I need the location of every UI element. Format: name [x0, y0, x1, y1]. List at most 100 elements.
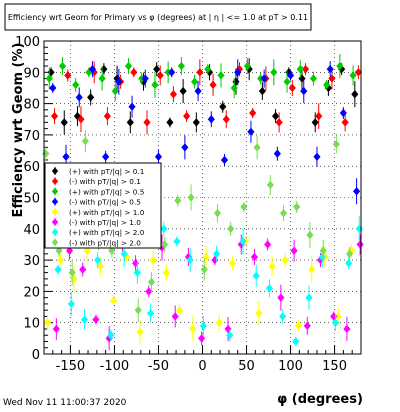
- data-point: [255, 309, 263, 318]
- data-point: [198, 334, 206, 343]
- legend-entry: (-) with pT/|q| > 0.5: [69, 198, 141, 207]
- data-point: [192, 118, 200, 127]
- data-point: [111, 86, 119, 96]
- data-point: [265, 284, 273, 293]
- data-point: [215, 318, 223, 327]
- data-point: [87, 93, 95, 102]
- data-point: [145, 287, 153, 296]
- data-point: [109, 296, 118, 305]
- y-axis-label: Efficiency wrt Geom (%): [11, 43, 26, 218]
- data-series: [42, 54, 364, 351]
- legend-entry: (-) with pT/|q| > 2.0: [69, 238, 141, 247]
- data-point: [161, 240, 169, 249]
- data-point: [81, 136, 89, 146]
- y-tick-label: 90: [23, 66, 40, 81]
- data-point: [209, 80, 217, 90]
- data-point: [226, 331, 234, 340]
- chart-title: Efficiency wrt Geom for Primary vs φ (de…: [8, 13, 308, 22]
- data-point: [220, 155, 229, 165]
- data-point: [103, 111, 111, 121]
- series-2: [45, 54, 357, 102]
- data-point: [252, 271, 260, 280]
- data-point: [222, 115, 230, 124]
- x-axis-label: φ (degrees): [277, 392, 363, 407]
- data-point: [72, 80, 80, 90]
- data-point: [306, 230, 314, 240]
- data-point: [228, 259, 237, 268]
- data-point: [120, 249, 128, 259]
- legend-swatch: [51, 198, 59, 206]
- data-point: [50, 111, 59, 121]
- legend-swatch: [51, 187, 59, 195]
- data-point: [305, 293, 313, 302]
- data-point: [75, 93, 83, 102]
- legend-entry: (+) with pT/|q| > 0.1: [69, 167, 144, 176]
- legend-swatch: [51, 208, 59, 216]
- data-point: [153, 64, 161, 74]
- data-point: [301, 64, 310, 74]
- legend-entry: (-) with pT/|q| > 1.0: [69, 218, 141, 227]
- data-point: [354, 68, 362, 77]
- data-point: [54, 265, 62, 274]
- data-point: [300, 86, 308, 96]
- axis-ticks: -150 -100 -50 0 50 100 150 0 10 20 30 40 50 60 70 80 90 1…: [15, 35, 362, 374]
- data-point: [258, 86, 266, 96]
- x-tick-label: -150: [56, 359, 86, 374]
- x-tick-label: -50: [148, 359, 169, 374]
- data-point: [270, 68, 278, 77]
- data-point: [323, 80, 331, 90]
- data-point: [52, 324, 60, 334]
- data-point: [268, 262, 276, 271]
- data-point: [351, 90, 359, 99]
- data-point: [213, 208, 222, 218]
- data-point: [196, 68, 204, 77]
- data-point: [134, 305, 142, 315]
- data-point: [88, 64, 97, 74]
- data-point: [126, 118, 134, 127]
- data-point: [57, 255, 65, 265]
- data-point: [166, 118, 174, 127]
- data-point: [79, 265, 87, 274]
- title-frame: [4, 3, 312, 31]
- series-6: [54, 215, 363, 347]
- data-point: [205, 68, 214, 77]
- data-point: [43, 318, 52, 327]
- data-point: [169, 90, 178, 99]
- data-point: [343, 324, 351, 334]
- chart-title-box: Efficiency wrt Geom for Primary vs φ (de…: [4, 3, 312, 31]
- data-point: [107, 331, 115, 340]
- data-point: [64, 71, 72, 80]
- data-point: [356, 240, 364, 249]
- data-point: [250, 252, 259, 262]
- data-point: [83, 246, 91, 255]
- data-point: [345, 249, 354, 259]
- series-1: [50, 59, 362, 135]
- data-point: [353, 187, 361, 196]
- data-point: [176, 305, 184, 315]
- data-point: [239, 237, 247, 246]
- y-tick-label: 100: [15, 35, 40, 50]
- y-tick-label: 30: [23, 254, 40, 269]
- data-point: [146, 309, 155, 318]
- data-point: [136, 327, 144, 337]
- data-point: [279, 312, 287, 321]
- data-point: [77, 115, 85, 124]
- data-point: [96, 262, 104, 271]
- data-point: [194, 86, 202, 96]
- y-tick-label: 40: [23, 223, 40, 238]
- legend: (+) with pT/|q| > 0.1 (-) with pT/|q| > 0…: [44, 162, 162, 249]
- data-point: [234, 68, 242, 77]
- data-point: [260, 74, 268, 83]
- data-point: [349, 71, 357, 80]
- data-point: [67, 299, 75, 309]
- data-point: [293, 202, 301, 212]
- data-point: [275, 118, 283, 127]
- data-point: [286, 71, 295, 80]
- legend-swatch: [51, 177, 59, 185]
- data-point: [151, 80, 159, 90]
- data-point: [296, 64, 304, 74]
- data-point: [60, 118, 68, 127]
- series-3: [49, 59, 361, 205]
- timestamp-footer: Wed Nov 11 11:00:37 2020: [3, 398, 127, 408]
- y-tick-label: 80: [23, 98, 40, 113]
